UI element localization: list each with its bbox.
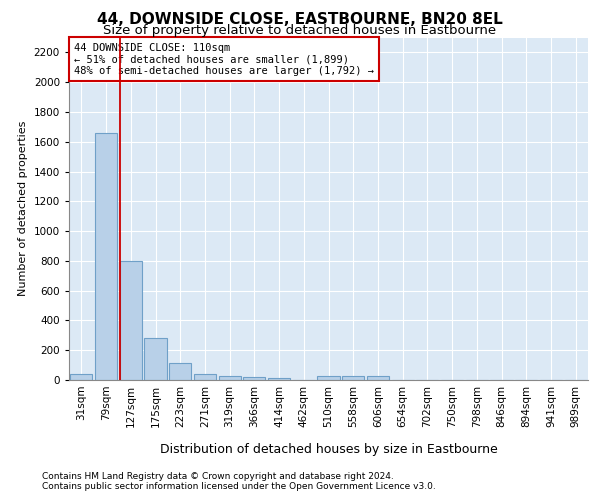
Bar xyxy=(243,377,265,380)
Bar xyxy=(367,376,389,380)
Bar xyxy=(169,363,191,380)
Bar xyxy=(218,376,241,380)
Bar xyxy=(268,378,290,380)
Text: 44 DOWNSIDE CLOSE: 110sqm
← 51% of detached houses are smaller (1,899)
48% of se: 44 DOWNSIDE CLOSE: 110sqm ← 51% of detac… xyxy=(74,42,374,76)
Bar xyxy=(342,376,364,380)
Text: 44, DOWNSIDE CLOSE, EASTBOURNE, BN20 8EL: 44, DOWNSIDE CLOSE, EASTBOURNE, BN20 8EL xyxy=(97,12,503,28)
Bar xyxy=(145,338,167,380)
Text: Contains HM Land Registry data © Crown copyright and database right 2024.: Contains HM Land Registry data © Crown c… xyxy=(42,472,394,481)
Text: Distribution of detached houses by size in Eastbourne: Distribution of detached houses by size … xyxy=(160,442,497,456)
Bar xyxy=(194,374,216,380)
Text: Contains public sector information licensed under the Open Government Licence v3: Contains public sector information licen… xyxy=(42,482,436,491)
Bar xyxy=(119,261,142,380)
Bar xyxy=(95,133,117,380)
Bar xyxy=(70,374,92,380)
Bar xyxy=(317,376,340,380)
Y-axis label: Number of detached properties: Number of detached properties xyxy=(18,121,28,296)
Text: Size of property relative to detached houses in Eastbourne: Size of property relative to detached ho… xyxy=(103,24,497,37)
